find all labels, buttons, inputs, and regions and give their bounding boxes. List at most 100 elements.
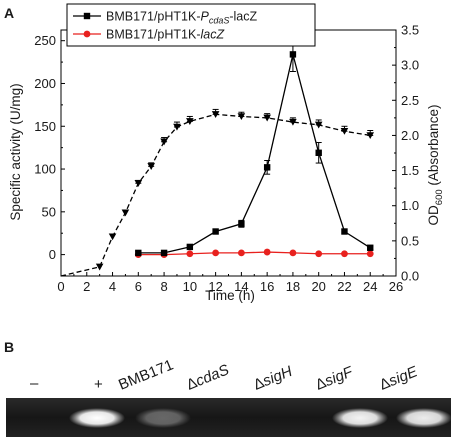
series-od600-point	[340, 128, 349, 135]
y-right-tick-label: 2.0	[401, 128, 419, 143]
x-tick-label: 26	[389, 279, 403, 294]
x-tick-label: 22	[337, 279, 351, 294]
series-od600-point	[173, 123, 181, 131]
legend-box	[66, 3, 316, 47]
series-od600-point	[108, 233, 117, 241]
series-lacz-control-point	[315, 250, 323, 258]
legend-item-lacz-control-label: BMB171/pHT1K-lacZ	[106, 28, 224, 42]
series-lacz-control-point	[263, 248, 271, 256]
y-right-tick-label: 2.5	[401, 93, 419, 108]
y-right-tick-label: 3.5	[401, 23, 419, 38]
series-od600-point	[314, 121, 323, 129]
legend-item-lacz-control-label-gene: lacZ	[200, 28, 224, 42]
y-left-tick-label: 200	[34, 76, 56, 91]
y-left-tick-label: 0	[49, 247, 56, 262]
legend-item-pcdas-lacz-label-suffix: -lacZ	[229, 10, 257, 24]
series-pcdas-lacz-point	[135, 249, 142, 257]
legend-item-pcdas-lacz-label: BMB171/pHT1K-PcdaS-lacZ	[106, 10, 257, 26]
y-axis-left-title: Specific activity (U/mg)	[8, 83, 23, 220]
x-tick-label: 0	[57, 279, 64, 294]
series-pcdas-lacz-point	[212, 228, 219, 235]
gel-band	[396, 408, 452, 428]
gel-lane-label-gene: sigE	[386, 363, 420, 390]
x-tick-label: 8	[160, 279, 167, 294]
legend-item-lacz-control-point	[83, 30, 91, 38]
series-pcdas-lacz-line	[138, 54, 371, 254]
series-od600-line	[60, 113, 371, 277]
x-tick-label: 2	[83, 279, 90, 294]
y-right-title-units: (Absorbance)	[426, 105, 441, 190]
panel-b-letter: B	[4, 339, 14, 355]
x-tick-label: 12	[208, 279, 222, 294]
series-lacz-control-line	[138, 251, 371, 256]
x-tick-label: 6	[135, 279, 142, 294]
series-od600-point	[366, 132, 375, 140]
gel-lane-label-gene: sigH	[260, 363, 294, 390]
chart-axes: 0 2 4 6 8 10 12 14 16 18 20 22 24 260501001502002500.…	[34, 23, 419, 295]
gel-lane-label-gene: sigF	[322, 363, 355, 390]
series-od600	[60, 108, 375, 277]
series-od600-point	[134, 180, 143, 187]
y-left-tick-label: 150	[34, 119, 56, 134]
legend-item-pcdas-lacz-label-p: P	[200, 10, 209, 24]
series-od600-point	[160, 138, 168, 146]
x-tick-label: 16	[260, 279, 274, 294]
series-pcdas-lacz-point	[367, 244, 374, 251]
y-left-tick-label: 250	[34, 33, 56, 48]
gel-lane-label-gene: cdaS	[193, 361, 231, 390]
gel-lane-label: ΔsigH	[251, 363, 295, 394]
series-pcdas-lacz	[135, 36, 374, 257]
gel-band	[135, 408, 191, 428]
x-tick-label: 18	[286, 279, 300, 294]
y-axis-right-title: OD600 (Absorbance)	[426, 105, 445, 226]
y-left-tick-label: 100	[34, 162, 56, 177]
gel-band	[69, 408, 125, 428]
series-od600-point	[147, 163, 155, 170]
y-right-title-od: OD	[426, 205, 441, 226]
series-lacz-control-point	[212, 249, 220, 257]
x-tick-label: 4	[109, 279, 116, 294]
gel-band	[332, 408, 388, 428]
gel-lane-label: BMB171	[116, 356, 176, 393]
series-od600-point	[95, 263, 104, 271]
series-lacz-control	[134, 248, 374, 259]
y-right-tick-label: 3.0	[401, 58, 419, 73]
gel-lane-label: +	[94, 376, 103, 393]
legend-item-pcdas-lacz: BMB171/pHT1K-PcdaS-lacZ	[73, 10, 257, 26]
series-pcdas-lacz-point	[315, 149, 322, 156]
y-left-tick-label: 50	[42, 204, 56, 219]
series-lacz-control-point	[186, 250, 194, 258]
y-right-tick-label: 1.0	[401, 198, 419, 213]
legend-item-pcdas-lacz-label-prefix: BMB171/pHT1K-	[106, 10, 200, 24]
y-right-title-subscript: 600	[434, 189, 445, 205]
gel-lane-label: ΔsigE	[377, 363, 421, 394]
series-od600-point	[121, 209, 130, 217]
series-lacz-control-point	[366, 250, 374, 258]
x-tick-label: 24	[363, 279, 377, 294]
panel-a-letter: A	[4, 5, 14, 21]
series-od600-point	[211, 111, 220, 118]
x-axis-title: Time (h)	[205, 288, 255, 303]
line-chart: 0 2 4 6 8 10 12 14 16 18 20 22 24 260501001502002500.…	[34, 23, 419, 295]
series-od600-point	[186, 118, 194, 125]
y-right-tick-label: 0.5	[401, 233, 419, 248]
chart-series	[60, 36, 375, 277]
legend-item-lacz-control-label-prefix: BMB171/pHT1K-	[106, 28, 200, 42]
gel-image: – + BMB171 ΔcdaS ΔsigH ΔsigF ΔsigE	[6, 356, 452, 437]
gel-lane-label: ΔcdaS	[184, 361, 231, 393]
gel-lane-label: ΔsigF	[313, 363, 356, 393]
series-pcdas-lacz-point	[289, 51, 297, 58]
gel-lane-label: –	[30, 375, 39, 392]
series-od600-point	[237, 113, 246, 121]
x-tick-label: 10	[183, 279, 197, 294]
series-lacz-control-point	[341, 250, 348, 258]
x-tick-label: 14	[234, 279, 248, 294]
series-lacz-control-point	[289, 249, 297, 257]
series-pcdas-lacz-point	[160, 249, 168, 257]
plot-frame	[60, 29, 397, 277]
series-od600-point	[289, 118, 297, 126]
series-lacz-control-point	[237, 249, 245, 257]
legend-item-pcdas-lacz-point	[83, 12, 91, 20]
